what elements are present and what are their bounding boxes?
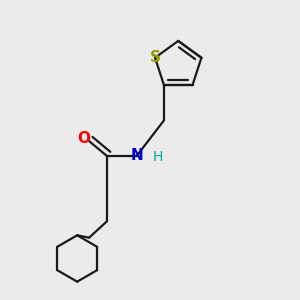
Text: O: O [77, 130, 90, 146]
Text: H: H [153, 150, 163, 164]
Text: N: N [130, 148, 143, 164]
Text: S: S [150, 50, 160, 65]
